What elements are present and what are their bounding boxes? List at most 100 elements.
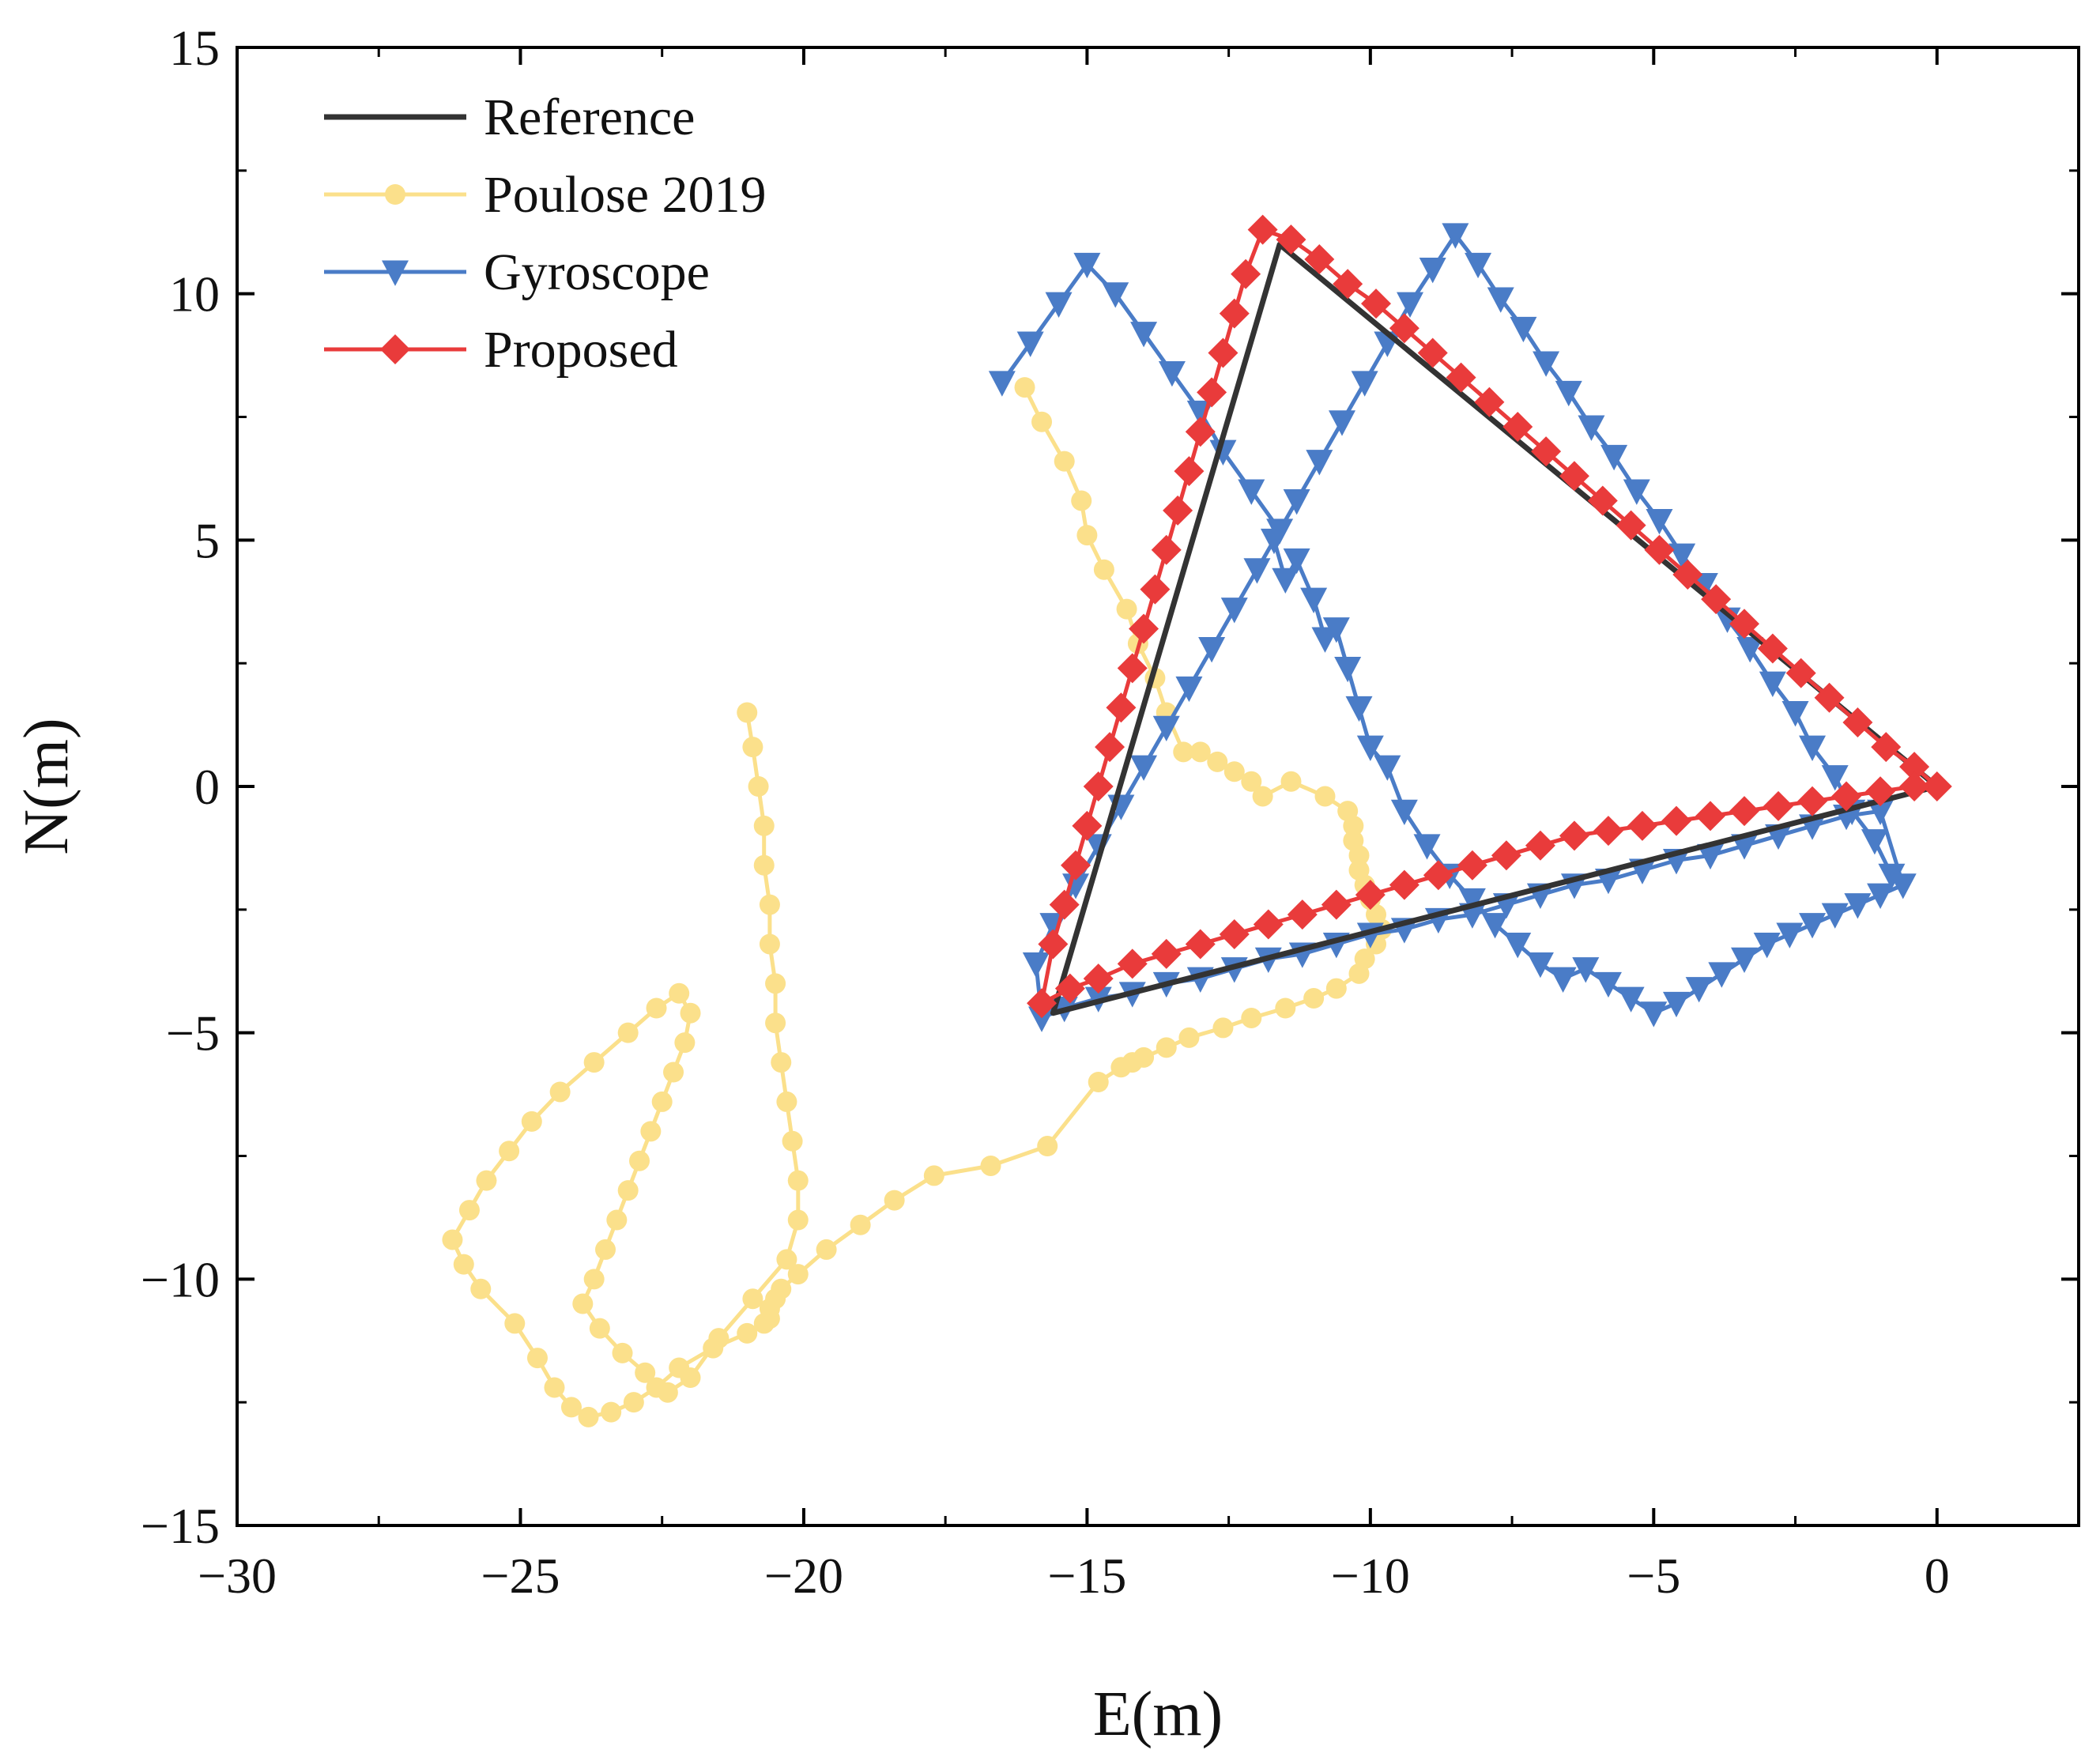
data-point-poulose-2019 — [612, 1342, 633, 1363]
data-point-poulose-2019 — [708, 1328, 730, 1349]
data-point-proposed — [1083, 771, 1114, 801]
data-point-poulose-2019 — [1116, 598, 1137, 620]
data-point-proposed — [1049, 889, 1080, 920]
data-point-poulose-2019 — [759, 894, 780, 915]
legend-marker-gyroscope — [382, 260, 409, 286]
data-point-proposed — [1457, 850, 1487, 880]
data-point-proposed — [1253, 909, 1284, 940]
data-point-proposed — [1729, 796, 1760, 827]
data-point-poulose-2019 — [1156, 1037, 1177, 1058]
data-point-poulose-2019 — [1325, 978, 1347, 999]
data-point-gyroscope — [1549, 967, 1577, 993]
data-point-poulose-2019 — [606, 1209, 628, 1231]
data-point-poulose-2019 — [776, 1249, 797, 1270]
data-point-proposed — [1757, 633, 1788, 664]
data-point-gyroscope — [1481, 913, 1509, 939]
data-point-poulose-2019 — [635, 1362, 656, 1383]
data-point-proposed — [1763, 790, 1794, 821]
data-point-poulose-2019 — [765, 973, 786, 994]
data-point-proposed — [1287, 899, 1318, 930]
data-point-gyroscope — [1617, 986, 1645, 1012]
data-point-poulose-2019 — [521, 1111, 542, 1132]
data-point-poulose-2019 — [549, 1081, 571, 1103]
data-point-poulose-2019 — [742, 1288, 763, 1310]
data-point-poulose-2019 — [1348, 963, 1370, 984]
data-point-proposed — [1027, 988, 1058, 1019]
data-point-gyroscope — [1799, 735, 1827, 761]
data-point-proposed — [1531, 436, 1562, 467]
data-point-gyroscope — [1697, 843, 1724, 870]
data-point-proposed — [1355, 880, 1386, 911]
data-point-proposed — [1140, 574, 1171, 605]
data-point-poulose-2019 — [1314, 786, 1336, 807]
data-point-gyroscope — [1487, 287, 1514, 313]
data-point-proposed — [1423, 860, 1453, 891]
data-point-gyroscope — [1600, 444, 1628, 471]
data-point-proposed — [1502, 411, 1533, 442]
data-point-poulose-2019 — [499, 1141, 520, 1162]
legend-marker-proposed — [380, 334, 410, 364]
data-point-gyroscope — [1356, 735, 1384, 761]
data-point-gyroscope — [1022, 952, 1050, 979]
x-tick-label: 0 — [1925, 1548, 1950, 1604]
axes-layer: −30 −25 −20 −15 −10 −5 0 −15 −10 −5 0 5 10 15 — [141, 20, 2079, 1604]
data-point-proposed — [1061, 850, 1091, 880]
y-axis-title: N(m) — [12, 718, 81, 854]
data-point-proposed — [1129, 613, 1159, 644]
data-point-poulose-2019 — [753, 854, 775, 876]
data-point-poulose-2019 — [1071, 490, 1092, 511]
data-point-proposed — [1729, 609, 1760, 639]
data-point-poulose-2019 — [595, 1239, 616, 1260]
data-point-proposed — [1644, 534, 1675, 565]
data-point-poulose-2019 — [617, 1022, 639, 1043]
data-point-proposed — [1219, 298, 1250, 329]
data-point-proposed — [1814, 682, 1845, 713]
data-point-gyroscope — [1130, 322, 1158, 348]
data-point-gyroscope — [1578, 415, 1605, 441]
data-point-proposed — [1247, 214, 1278, 245]
x-tick-label: −30 — [198, 1548, 277, 1604]
data-point-gyroscope — [1238, 479, 1265, 505]
series-line-proposed — [1039, 228, 1940, 1005]
data-point-poulose-2019 — [1241, 771, 1262, 792]
data-point-poulose-2019 — [1252, 786, 1273, 807]
data-point-gyroscope — [1345, 696, 1373, 722]
data-point-gyroscope — [1844, 893, 1872, 919]
y-tick-label: −5 — [166, 1005, 220, 1062]
data-point-poulose-2019 — [765, 1012, 786, 1034]
data-point-gyroscope — [1781, 701, 1809, 727]
data-point-proposed — [1117, 653, 1148, 684]
data-point-gyroscope — [1413, 834, 1441, 860]
data-point-gyroscope — [1272, 568, 1299, 594]
data-point-gyroscope — [1329, 410, 1355, 436]
data-point-poulose-2019 — [453, 1254, 474, 1275]
data-point-gyroscope — [1209, 439, 1237, 466]
data-point-proposed — [1197, 377, 1227, 408]
data-point-poulose-2019 — [980, 1155, 1001, 1176]
data-point-poulose-2019 — [504, 1313, 526, 1334]
data-point-proposed — [1899, 752, 1930, 782]
data-point-poulose-2019 — [646, 997, 667, 1019]
data-point-proposed — [1865, 776, 1896, 807]
data-point-poulose-2019 — [771, 1052, 792, 1073]
data-point-poulose-2019 — [526, 1348, 548, 1369]
data-point-poulose-2019 — [544, 1377, 565, 1398]
data-point-gyroscope — [1736, 637, 1764, 663]
data-point-gyroscope — [1175, 676, 1203, 703]
data-point-poulose-2019 — [1275, 997, 1296, 1019]
x-tick-label: −15 — [1047, 1548, 1126, 1604]
data-point-gyroscope — [1759, 671, 1786, 697]
data-point-poulose-2019 — [759, 933, 780, 955]
data-point-proposed — [1559, 461, 1589, 492]
data-point-poulose-2019 — [601, 1401, 622, 1423]
data-point-gyroscope — [1152, 715, 1180, 742]
data-point-poulose-2019 — [589, 1318, 610, 1339]
data-point-gyroscope — [1889, 873, 1917, 899]
data-point-gyroscope — [1662, 991, 1690, 1018]
legend-label-proposed: Proposed — [484, 321, 678, 379]
data-point-proposed — [1525, 830, 1555, 861]
data-point-proposed — [1106, 692, 1137, 723]
data-point-poulose-2019 — [1223, 761, 1245, 782]
data-point-poulose-2019 — [1343, 815, 1364, 836]
